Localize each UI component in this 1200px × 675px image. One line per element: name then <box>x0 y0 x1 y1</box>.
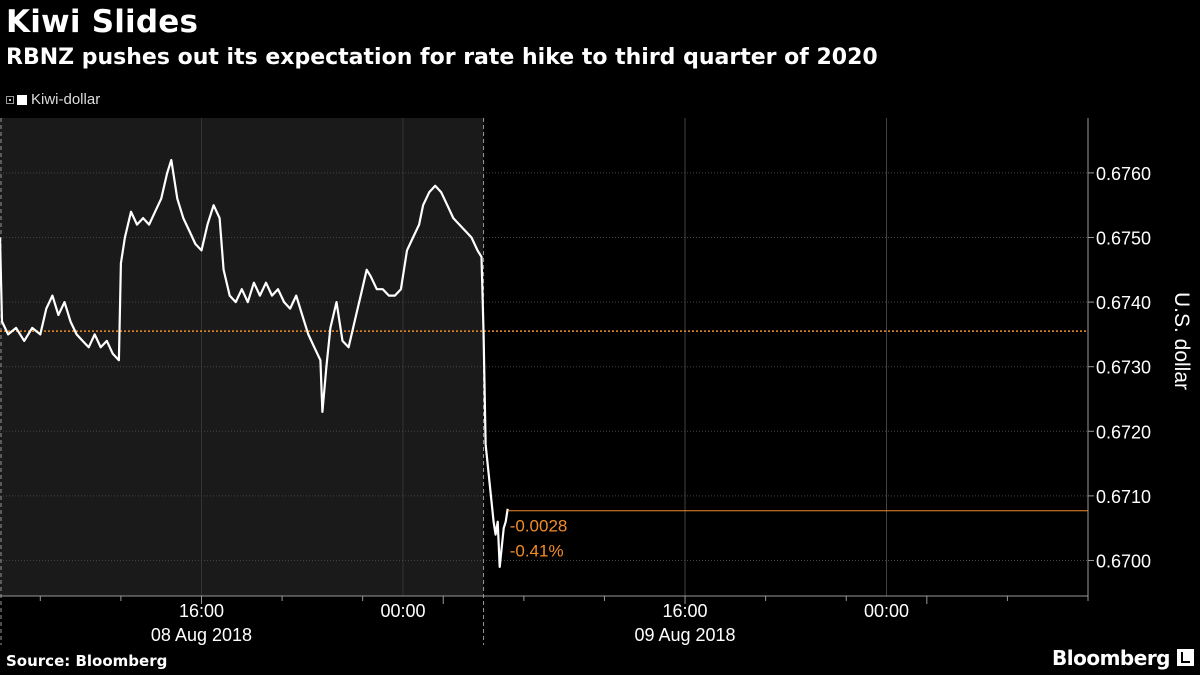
chart-title: Kiwi Slides <box>6 4 199 40</box>
y-tick-label: 0.6750 <box>1096 229 1151 249</box>
x-ticks <box>39 596 1089 604</box>
y-tick-label: 0.6700 <box>1096 551 1151 571</box>
shaded-region <box>0 118 484 596</box>
x-tick-label: 00:00 <box>380 601 425 621</box>
y-axis-label: U.S. dollar <box>1170 292 1193 390</box>
bloomberg-terminal-icon <box>1177 649 1194 666</box>
y-ticks <box>1088 172 1094 561</box>
x-tick-label: 00:00 <box>864 601 909 621</box>
legend-label: Kiwi-dollar <box>31 91 101 108</box>
x-tick-label: 16:00 <box>663 601 708 621</box>
x-tick-labels: 16:00 00:00 16:00 00:00 <box>179 601 909 621</box>
date-label: 09 Aug 2018 <box>634 625 735 645</box>
y-tick-label: 0.6730 <box>1096 358 1151 378</box>
legend-toggle-icon <box>6 95 14 104</box>
y-tick-label: 0.6720 <box>1096 422 1151 442</box>
bloomberg-logo: Bloomberg <box>1052 646 1170 670</box>
y-tick-label: 0.6760 <box>1096 164 1151 184</box>
chart-subtitle: RBNZ pushes out its expectation for rate… <box>6 45 878 70</box>
legend-swatch <box>17 94 27 105</box>
vertical-gridlines <box>200 118 888 596</box>
series-kiwi-dollar <box>0 158 509 569</box>
y-tick-label: 0.6710 <box>1096 487 1151 507</box>
date-label: 08 Aug 2018 <box>151 625 252 645</box>
chart-legend: Kiwi-dollar <box>6 91 100 108</box>
x-tick-label: 16:00 <box>179 601 224 621</box>
y-tick-label: 0.6740 <box>1096 293 1151 313</box>
y-tick-labels: 0.6700 0.6710 0.6720 0.6730 0.6740 0.6750 0.67… <box>1096 164 1151 572</box>
change-pct-label: -0.41% <box>510 542 564 561</box>
horizontal-gridlines <box>0 172 1088 561</box>
source-note: Source: Bloomberg <box>6 652 168 670</box>
change-value-label: -0.0028 <box>510 517 568 536</box>
date-labels: 08 Aug 2018 09 Aug 2018 <box>151 625 736 645</box>
